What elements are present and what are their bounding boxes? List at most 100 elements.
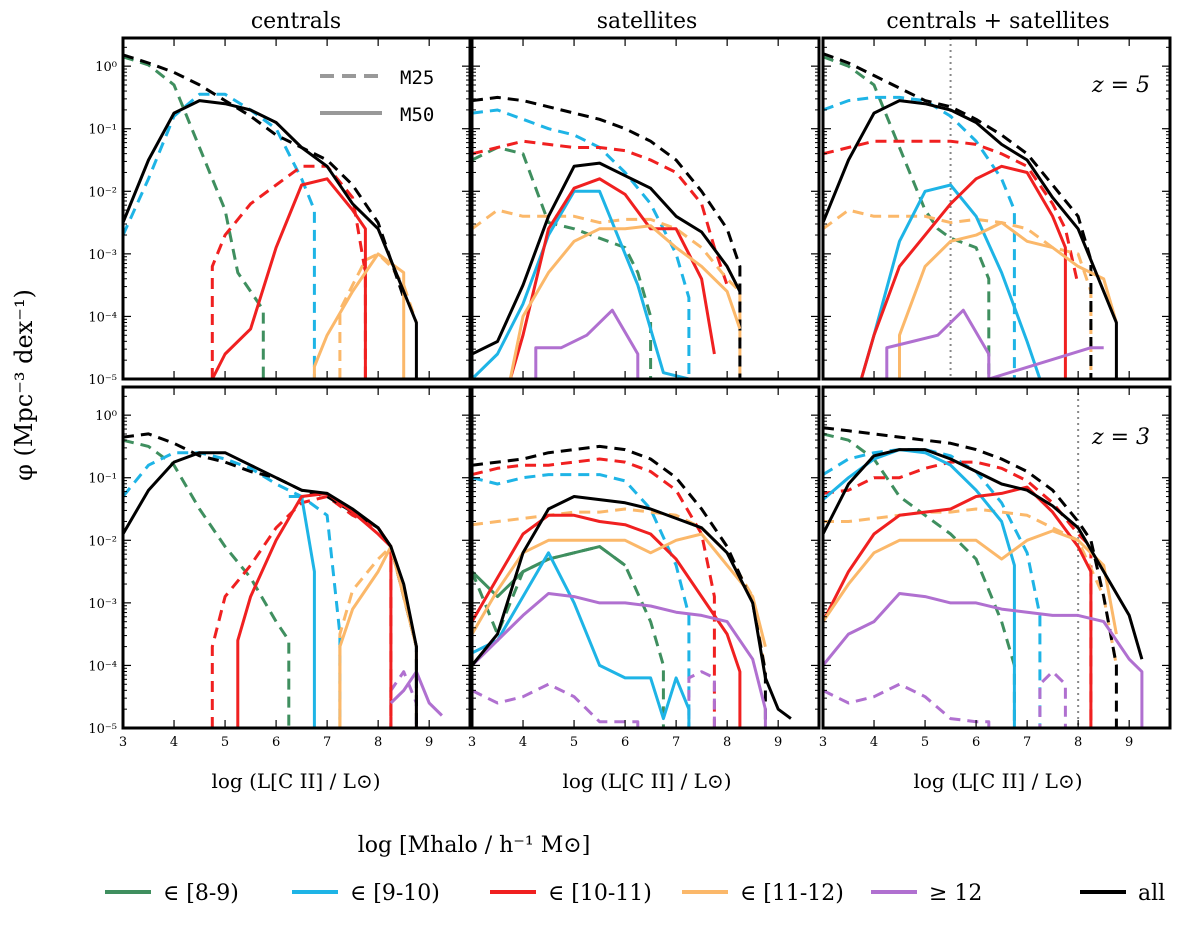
series-line-b8-m25 bbox=[472, 146, 653, 379]
series-line-b11-m50 bbox=[508, 224, 742, 379]
legend-m25-label: M25 bbox=[400, 67, 434, 89]
series-line-b10-m25 bbox=[823, 139, 1080, 286]
column-title-combined: centrals + satellites bbox=[886, 9, 1109, 34]
panel-frame bbox=[121, 385, 472, 730]
series-line-b9-m25 bbox=[823, 448, 1042, 728]
x-tick-label: 4 bbox=[519, 735, 527, 750]
x-tick-label: 9 bbox=[425, 735, 433, 750]
x-axis-label-combined: log (L[C II] / L⊙) bbox=[913, 769, 1082, 793]
x-tick-label: 7 bbox=[672, 735, 680, 750]
series-line-all-m50 bbox=[823, 448, 1144, 660]
series-line-all-m25 bbox=[823, 426, 1118, 728]
x-tick-label: 5 bbox=[921, 735, 929, 750]
x-tick-label: 3 bbox=[819, 735, 827, 750]
x-tick-label: 9 bbox=[774, 735, 782, 750]
x-tick-label: 8 bbox=[1074, 735, 1082, 750]
series-line-b10-m50 bbox=[236, 491, 393, 728]
panel-frame bbox=[470, 385, 821, 730]
series-line-all-m50 bbox=[472, 495, 792, 720]
x-tick-label: 4 bbox=[170, 735, 178, 750]
series-group bbox=[472, 444, 792, 728]
y-tick-label: 10⁻¹ bbox=[88, 123, 117, 138]
legend-label-b9: ∈ [9-10) bbox=[350, 881, 440, 906]
series-line-all-m25 bbox=[123, 53, 406, 299]
x-axis-label-centrals: log (L[C II] / L⊙) bbox=[211, 769, 380, 793]
series-line-b10-m50 bbox=[508, 177, 716, 379]
legend-label-all: all bbox=[1138, 881, 1165, 906]
series-line-all-m50 bbox=[823, 99, 1118, 379]
x-tick-label: 5 bbox=[570, 735, 578, 750]
series-line-b12-m50 bbox=[534, 308, 640, 379]
series-line-b12-m50 bbox=[885, 308, 1104, 379]
x-tick-label: 3 bbox=[468, 735, 476, 750]
panel-centrals-row0: 10⁰ 10⁻¹ 10⁻² 10⁻³ 10⁻⁴ 10⁻⁵ bbox=[88, 36, 472, 388]
series-line-all-m25 bbox=[823, 52, 1093, 379]
panel-frame bbox=[470, 36, 821, 381]
panel-satellites-row1: 3 4 5 6 7 8 9 bbox=[468, 385, 821, 750]
series-group bbox=[472, 95, 742, 379]
series-line-b11-m25 bbox=[823, 208, 1093, 379]
panel-frame bbox=[821, 36, 1172, 381]
x-tick-label: 9 bbox=[1125, 735, 1133, 750]
y-tick-label: 10⁻⁵ bbox=[88, 722, 117, 737]
series-line-b11-m25 bbox=[338, 252, 418, 379]
series-line-b8-m25 bbox=[823, 55, 991, 379]
bins-legend-title: log [Mhalo / h⁻¹ M⊙] bbox=[358, 833, 591, 858]
x-tick-label: 8 bbox=[374, 735, 382, 750]
x-tick-label: 7 bbox=[1023, 735, 1031, 750]
redshift-label-top: z = 5 bbox=[1091, 73, 1150, 98]
series-line-b9-m25 bbox=[123, 92, 316, 379]
y-tick-label: 10⁻² bbox=[88, 534, 117, 549]
series-line-all-m50 bbox=[123, 99, 418, 379]
series-line-b8-m25 bbox=[823, 432, 1016, 728]
series-group bbox=[123, 432, 443, 728]
series-line-b10-m50 bbox=[472, 513, 742, 728]
series-line-b10-m25 bbox=[210, 164, 367, 379]
series-line-b10-m25 bbox=[472, 139, 729, 286]
x-tick-label: 6 bbox=[272, 735, 280, 750]
series-group bbox=[823, 52, 1118, 379]
y-tick-label: 10⁻² bbox=[88, 185, 117, 200]
y-tick-label: 10⁻⁴ bbox=[88, 659, 117, 674]
series-line-b9-m50 bbox=[472, 551, 691, 728]
legend-label-b12: ≥ 12 bbox=[929, 881, 982, 906]
series-line-b10-m50 bbox=[859, 164, 1067, 379]
bins-legend: ∈ [8-9) ∈ [9-10) ∈ [10-11) ∈ [11-12) ≥ 12 all bbox=[105, 881, 1165, 906]
panel-frame bbox=[121, 36, 472, 381]
series-line-b12-m50 bbox=[823, 592, 1144, 728]
series-line-b9-m50 bbox=[288, 495, 316, 728]
panel-centrals-row1: 10⁰ 10⁻¹ 10⁻² 10⁻³ 10⁻⁴ 10⁻⁵3 4 5 6 7 8 9 bbox=[88, 385, 472, 750]
series-line-b10-m25 bbox=[823, 460, 1093, 728]
x-tick-label: 5 bbox=[221, 735, 229, 750]
series-line-b9-m50 bbox=[859, 183, 1042, 379]
x-tick-label: 8 bbox=[723, 735, 731, 750]
panel-grid: 10⁰10⁻¹10⁻²10⁻³10⁻⁴10⁻⁵10⁰10⁻¹10⁻²10⁻³10… bbox=[88, 36, 1172, 750]
x-tick-label: 6 bbox=[621, 735, 629, 750]
y-tick-label: 10⁻⁴ bbox=[88, 310, 117, 325]
series-line-b11-m50 bbox=[898, 221, 1118, 379]
legend-label-b11: ∈ [11-12) bbox=[740, 881, 844, 906]
legend-label-b10: ∈ [10-11) bbox=[548, 881, 652, 906]
y-tick-label: 10⁻³ bbox=[88, 597, 117, 612]
y-axis-label: φ (Mpc⁻³ dex⁻¹) bbox=[10, 289, 38, 481]
series-line-b10-m50 bbox=[210, 177, 367, 379]
y-tick-label: 10⁰ bbox=[95, 409, 117, 424]
series-line-all-m50 bbox=[472, 161, 742, 356]
series-line-b12-m50 bbox=[472, 592, 767, 728]
series-line-b9-m25 bbox=[472, 473, 691, 728]
series-line-b9-m50 bbox=[823, 448, 1016, 728]
series-line-b8-m25 bbox=[123, 438, 291, 728]
series-group bbox=[123, 53, 418, 379]
x-tick-label: 7 bbox=[323, 735, 331, 750]
series-line-b11-m25 bbox=[823, 507, 1118, 666]
series-line-b12-m25 bbox=[823, 670, 1067, 728]
column-title-centrals: centrals bbox=[251, 9, 341, 34]
series-line-b10-m25 bbox=[472, 457, 716, 728]
series-line-b11-m25 bbox=[472, 208, 742, 379]
series-line-b12-m25 bbox=[472, 670, 716, 728]
series-line-b11-m25 bbox=[472, 507, 767, 672]
series-line-b8-m50 bbox=[472, 545, 626, 599]
style-legend: M25 M50 bbox=[320, 67, 434, 126]
series-line-all-m50 bbox=[123, 451, 418, 728]
